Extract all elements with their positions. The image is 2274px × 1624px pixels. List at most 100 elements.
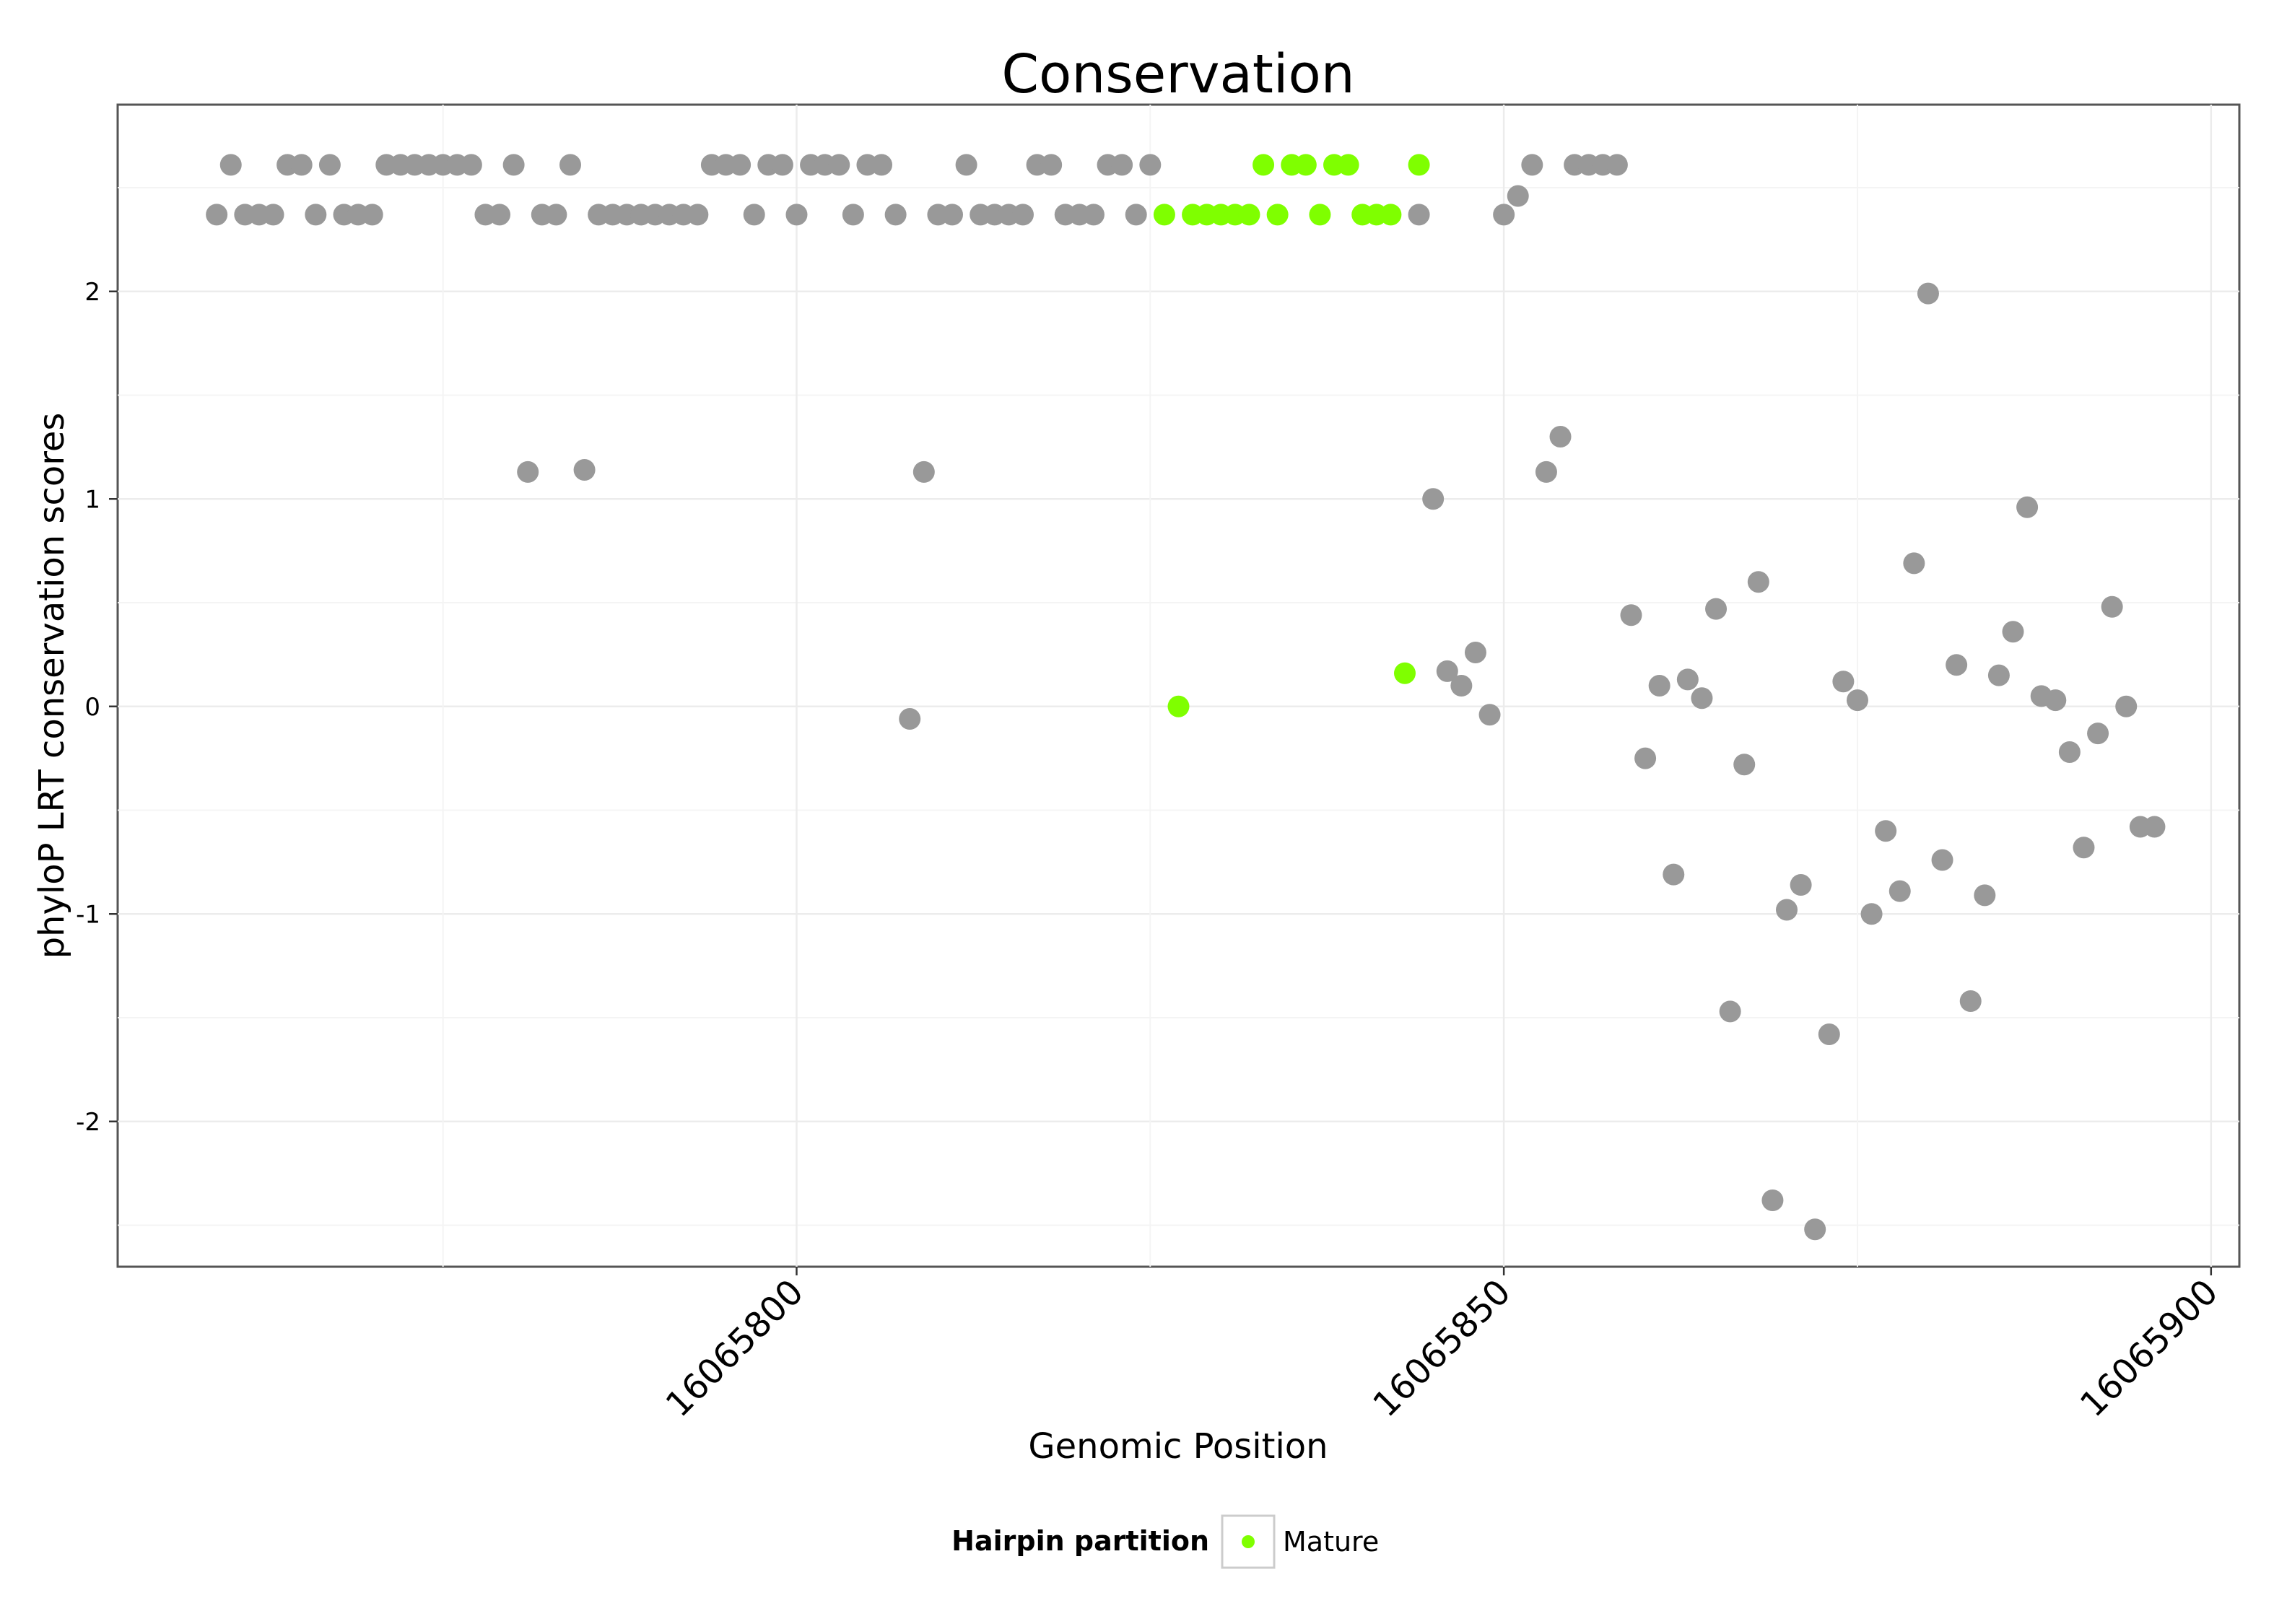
data-point bbox=[219, 154, 242, 176]
data-point bbox=[2016, 496, 2039, 518]
legend: Hairpin partition Mature bbox=[951, 1514, 1379, 1569]
data-point bbox=[1747, 571, 1769, 593]
y-tick-label: 2 bbox=[84, 278, 100, 307]
data-point bbox=[871, 154, 893, 176]
data-point bbox=[1408, 154, 1430, 176]
data-point bbox=[1987, 664, 2010, 686]
data-point bbox=[1450, 675, 1473, 697]
data-point bbox=[2087, 722, 2109, 745]
data-point bbox=[1719, 1000, 1741, 1023]
data-point bbox=[1253, 154, 1275, 176]
data-point bbox=[2073, 837, 2095, 859]
data-point bbox=[1294, 154, 1317, 176]
data-point bbox=[1691, 687, 1713, 710]
y-tick-label: -2 bbox=[76, 1108, 100, 1137]
legend-label-mature: Mature bbox=[1283, 1526, 1379, 1558]
data-point bbox=[1761, 1189, 1784, 1211]
data-point bbox=[460, 154, 482, 176]
data-point bbox=[1549, 426, 1572, 448]
data-point bbox=[1818, 1023, 1840, 1045]
data-point bbox=[206, 204, 228, 226]
data-point bbox=[545, 204, 567, 226]
data-point bbox=[2002, 621, 2024, 643]
data-point bbox=[1875, 820, 1897, 842]
data-points bbox=[206, 154, 2166, 1241]
data-point bbox=[1111, 154, 1133, 176]
x-tick-label: 16065900 bbox=[2073, 1272, 2226, 1425]
data-point bbox=[1790, 874, 1812, 896]
data-point bbox=[1733, 754, 1756, 776]
data-point bbox=[1521, 154, 1543, 176]
legend-title: Hairpin partition bbox=[951, 1525, 1209, 1557]
data-point bbox=[2115, 695, 2138, 717]
data-point bbox=[912, 460, 935, 483]
plot-panel bbox=[116, 103, 2241, 1268]
y-tick-label: 0 bbox=[84, 693, 100, 722]
data-point bbox=[489, 204, 511, 226]
data-point bbox=[1648, 675, 1670, 697]
data-point bbox=[1634, 747, 1657, 769]
data-point bbox=[1011, 204, 1034, 226]
data-point bbox=[1337, 154, 1359, 176]
x-tick-label: 16065800 bbox=[658, 1272, 811, 1425]
data-point bbox=[1776, 899, 1798, 921]
legend-key-mature bbox=[1242, 1535, 1255, 1548]
data-point bbox=[1507, 185, 1529, 207]
data-point bbox=[262, 204, 284, 226]
data-point bbox=[1153, 204, 1175, 226]
data-point bbox=[290, 154, 313, 176]
data-point bbox=[502, 154, 525, 176]
data-point bbox=[955, 154, 977, 176]
data-point bbox=[1422, 488, 1445, 510]
data-point bbox=[1620, 604, 1642, 627]
data-point bbox=[2058, 741, 2081, 763]
data-point bbox=[1266, 204, 1289, 226]
data-point bbox=[1832, 671, 1855, 693]
data-point bbox=[1309, 204, 1331, 226]
y-axis-title: phyloP LRT conservation scores bbox=[32, 413, 72, 959]
data-point bbox=[318, 154, 341, 176]
data-point bbox=[884, 204, 907, 226]
chart-title: Conservation bbox=[1001, 43, 1354, 105]
data-point bbox=[1917, 282, 1939, 305]
data-point bbox=[517, 460, 539, 483]
data-point bbox=[2143, 816, 2166, 838]
data-point bbox=[1663, 863, 1685, 886]
data-point bbox=[1931, 849, 1953, 871]
data-point bbox=[1082, 204, 1105, 226]
x-tick-label: 16065850 bbox=[1365, 1272, 1518, 1425]
data-point bbox=[1478, 704, 1501, 726]
data-point bbox=[1238, 204, 1260, 226]
data-point bbox=[729, 154, 752, 176]
data-point bbox=[2101, 595, 2123, 618]
data-point bbox=[743, 204, 765, 226]
legend-key-box bbox=[1221, 1514, 1276, 1569]
data-point bbox=[828, 154, 850, 176]
data-point bbox=[1705, 598, 1728, 620]
data-point bbox=[1125, 204, 1147, 226]
data-point bbox=[1535, 460, 1557, 483]
data-point bbox=[559, 154, 581, 176]
data-point bbox=[1804, 1218, 1826, 1241]
data-point bbox=[687, 204, 709, 226]
x-axis: 16065800 16065850 16065900 bbox=[658, 1267, 2226, 1425]
data-point bbox=[573, 459, 596, 481]
data-point bbox=[1393, 662, 1416, 684]
data-point bbox=[1974, 884, 1996, 907]
data-point bbox=[1436, 660, 1458, 682]
data-point bbox=[1040, 154, 1063, 176]
data-point bbox=[785, 204, 808, 226]
data-point bbox=[842, 204, 864, 226]
data-point bbox=[1860, 903, 1883, 925]
data-point bbox=[305, 204, 327, 226]
y-axis: -2 -1 0 1 2 bbox=[76, 278, 118, 1137]
data-point bbox=[1606, 154, 1628, 176]
data-point bbox=[1167, 695, 1190, 717]
data-point bbox=[1408, 204, 1430, 226]
data-point bbox=[2044, 689, 2067, 712]
data-point bbox=[771, 154, 793, 176]
y-tick-label: 1 bbox=[84, 485, 100, 514]
data-point bbox=[1903, 552, 1925, 575]
data-point bbox=[899, 708, 921, 730]
